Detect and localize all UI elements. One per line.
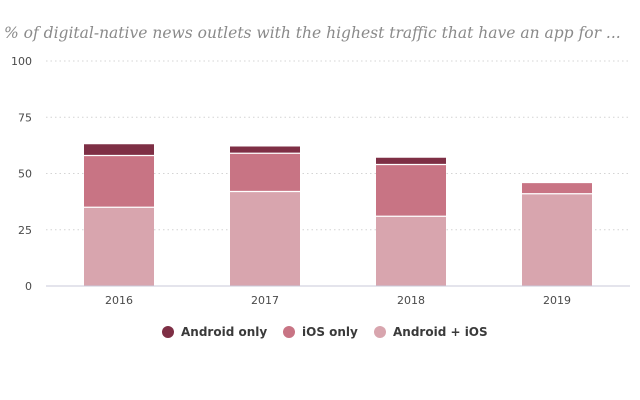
bar-2019-ios-only[interactable] — [522, 182, 592, 194]
y-tick-label: 100 — [11, 55, 32, 68]
legend-item-android-only[interactable]: Android only — [162, 325, 267, 339]
legend-swatch — [374, 326, 386, 338]
legend[interactable]: Android only iOS only Android + iOS — [162, 325, 488, 339]
bar-2016-android-ios[interactable] — [84, 207, 154, 286]
legend-swatch — [283, 326, 295, 338]
bar-2016-android-only[interactable] — [84, 144, 154, 156]
y-tick-label: 50 — [18, 168, 32, 181]
y-tick-label: 25 — [18, 224, 32, 237]
bars — [84, 144, 592, 286]
bar-2017-android-only[interactable] — [230, 146, 300, 154]
legend-item-ios-only[interactable]: iOS only — [283, 325, 358, 339]
legend-item-android-ios[interactable]: Android + iOS — [374, 325, 488, 339]
bar-2017-ios-only[interactable] — [230, 153, 300, 192]
bar-2017-android-ios[interactable] — [230, 191, 300, 287]
chart-title: % of digital-native news outlets with th… — [4, 24, 621, 42]
x-tick-label: 2018 — [397, 294, 425, 307]
bar-2018-ios-only[interactable] — [376, 164, 446, 217]
legend-label: iOS only — [302, 325, 358, 339]
x-tick-label: 2019 — [543, 294, 571, 307]
x-axis: 2016 2017 2018 2019 — [105, 294, 571, 307]
y-tick-label: 75 — [18, 111, 32, 124]
x-tick-label: 2016 — [105, 294, 133, 307]
bar-2019-android-ios[interactable] — [522, 193, 592, 286]
legend-label: Android + iOS — [393, 325, 488, 339]
y-axis: 0 25 50 75 100 — [11, 55, 32, 293]
legend-swatch — [162, 326, 174, 338]
legend-label: Android only — [181, 325, 267, 339]
y-tick-label: 0 — [25, 280, 32, 293]
bar-2018-android-ios[interactable] — [376, 216, 446, 286]
bar-2018-android-only[interactable] — [376, 157, 446, 165]
bar-2016-ios-only[interactable] — [84, 155, 154, 208]
x-tick-label: 2017 — [251, 294, 279, 307]
